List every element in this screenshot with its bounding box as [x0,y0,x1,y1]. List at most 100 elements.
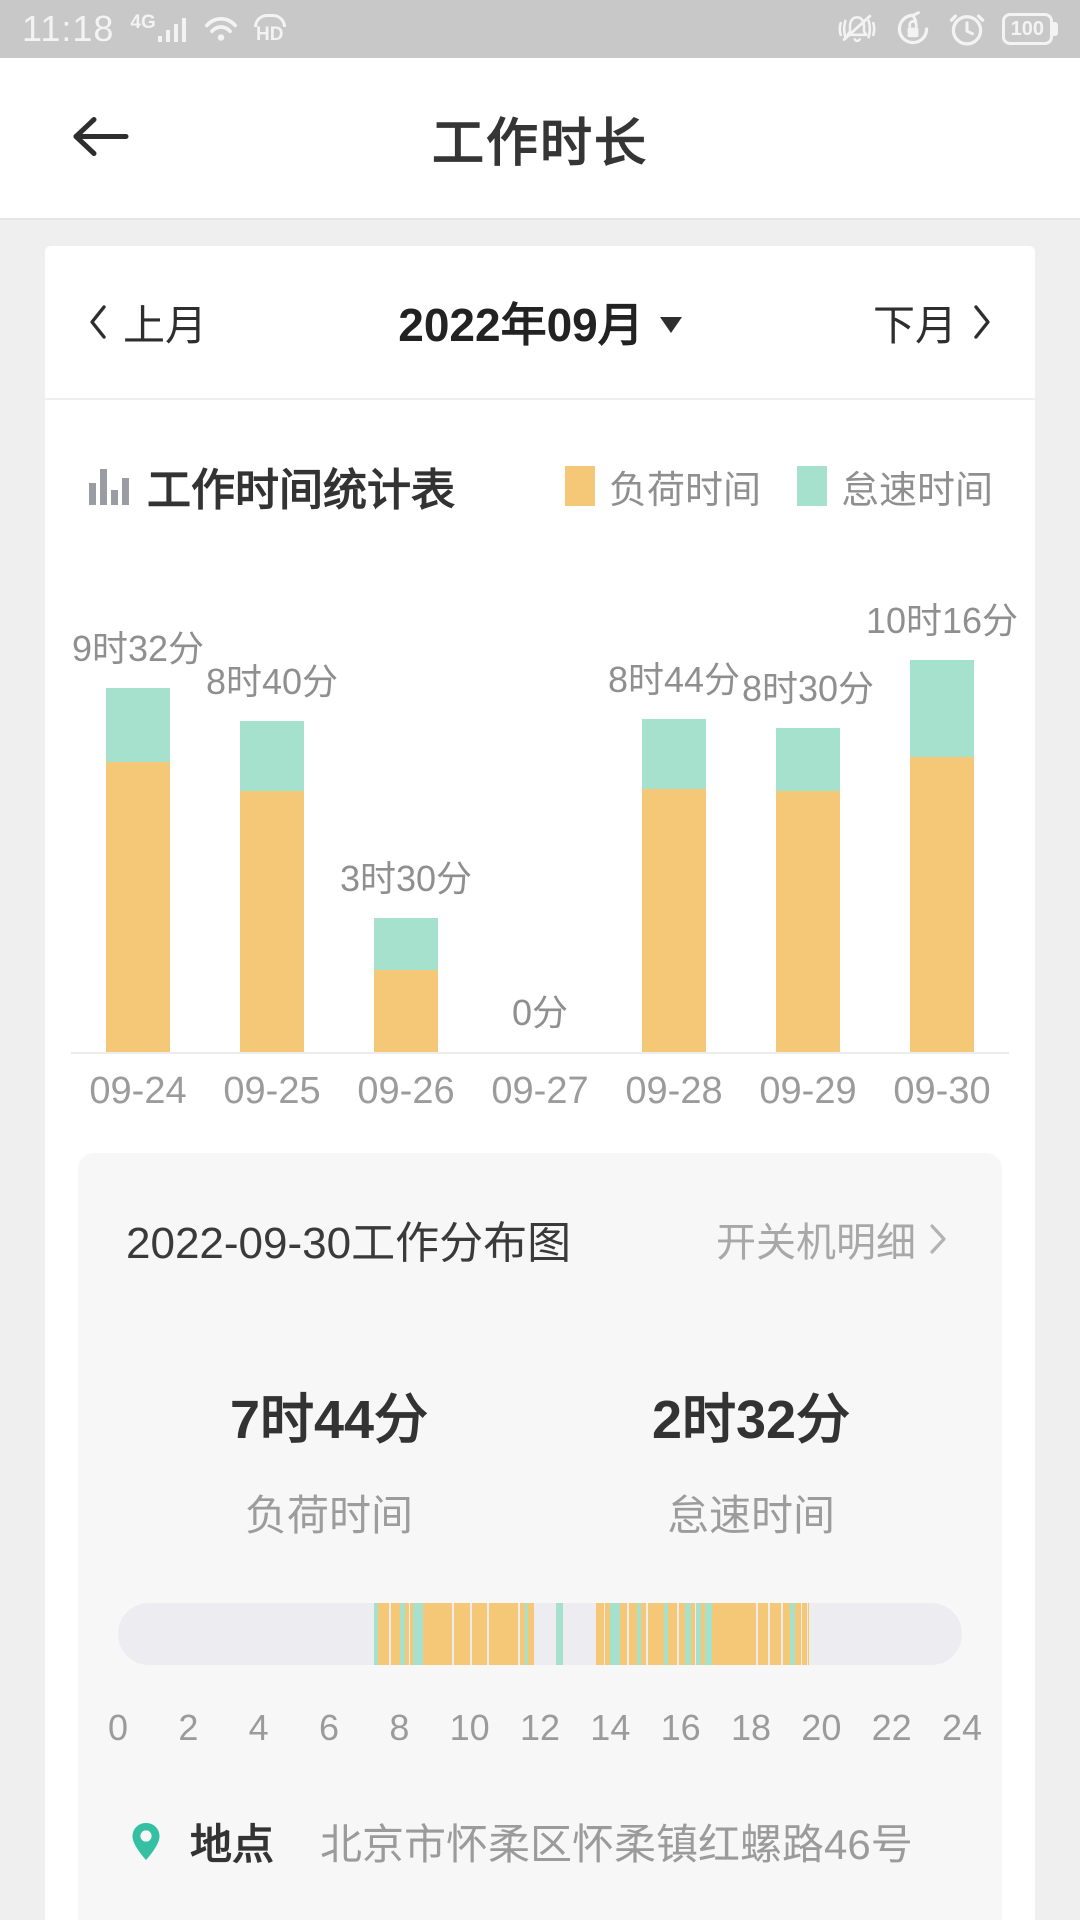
alarm-clock-icon [949,14,984,46]
timeline-tick: 20 [801,1707,842,1748]
rotation-lock-icon [897,11,928,45]
timeline-segment-idle [525,1603,529,1665]
bar-column-09-28[interactable]: 8时44分 [607,542,741,1052]
timeline-segment-idle [637,1603,642,1665]
load-time-value: 7时44分 [229,1390,429,1450]
bar-column-09-30[interactable]: 10时16分 [866,542,1018,1052]
battery-icon: 100 [1001,13,1058,45]
timeline-tick: 12 [519,1707,561,1748]
day-stats: 7时44分 负荷时间 2时32分 怠速时间 [118,1375,962,1543]
timeline-segment-load [453,1603,470,1665]
timeline-tick: 10 [449,1707,490,1748]
timeline-segment-idle [609,1603,621,1665]
prev-month-button[interactable]: 上月 [87,292,207,353]
timeline-axis: 0 2 4 6 8 10 12 14 16 18 20 22 24 [108,1707,982,1753]
distribution-header: 2022-09-30工作分布图 开关机明细 [118,1207,962,1271]
idle-segment [910,660,974,757]
timeline-segment-load [641,1603,647,1665]
timeline-segment-load [679,1603,686,1665]
x-axis-label: 09-29 [759,1070,857,1112]
timeline-segment-load [629,1603,638,1665]
timeline-segment-load [807,1603,810,1665]
x-axis-label: 09-25 [223,1070,321,1112]
signal-bars-icon [157,18,186,42]
current-month-label: 2022年09月 [398,299,644,351]
back-button[interactable] [58,106,140,171]
idle-segment [240,721,304,791]
timeline-segment-load [801,1603,808,1665]
bar-chart-icon [89,469,129,505]
battery-level: 100 [1001,13,1053,45]
x-axis-label: 09-24 [89,1070,187,1112]
stacked-bar [776,728,840,1052]
bar-total-label: 8时44分 [607,659,741,700]
timeline-segment-load [620,1603,628,1665]
timeline-segment-idle [555,1603,563,1665]
timeline-segment-load [422,1603,453,1665]
timeline-segment-load [519,1603,526,1665]
chart-title-group: 工作时间统计表 [87,454,455,518]
content-card: 上月 2022年09月 下月 工作时 [45,246,1035,1920]
volte-hd-icon: HD [253,14,286,44]
load-segment [106,762,170,1052]
timeline-segment-load [647,1603,664,1665]
location-value: 北京市怀柔区怀柔镇红螺路46号 [320,1821,913,1868]
power-detail-label: 开关机明细 [716,1221,916,1265]
bar-total-label: 8时30分 [741,668,875,709]
timeline-tick: 18 [730,1707,772,1748]
idle-time-value: 2时32分 [651,1390,851,1450]
timeline-tick: 16 [660,1707,701,1748]
timeline-segment-idle [704,1603,712,1665]
stacked-bar [910,660,974,1052]
arrow-left-icon [73,117,129,156]
status-bar-right: 100 [836,10,1058,48]
distribution-panel: 2022-09-30工作分布图 开关机明细 7时44分 负荷时间 2时32分 怠… [78,1153,1002,1920]
bar-column-09-24[interactable]: 9时32分 [71,542,205,1052]
load-segment [776,791,840,1052]
legend-swatch-load [564,466,595,506]
bar-total-label: 10时16分 [865,600,1019,641]
idle-segment [642,719,706,789]
load-time-label: 负荷时间 [244,1492,413,1539]
chevron-left-icon [90,305,106,339]
bar-column-09-29[interactable]: 8时30分 [741,542,875,1052]
bar-column-09-27[interactable]: 0分 [473,542,607,1052]
next-month-label: 下月 [872,301,957,349]
timeline-segment-load [528,1603,535,1665]
chart-legend: 负荷时间 怠速时间 [564,459,993,514]
battery-nub [1053,22,1058,36]
prev-month-label: 上月 [123,301,208,349]
status-bar: 11:18 4G HD [0,0,1080,58]
power-detail-link[interactable]: 开关机明细 [710,1209,954,1269]
x-axis-label: 09-30 [893,1070,991,1112]
timeline-segment-load [667,1603,678,1665]
wifi-icon [204,16,237,41]
stacked-bar [374,918,438,1052]
timeline-segment-load [390,1603,401,1665]
chart-title: 工作时间统计表 [147,466,455,515]
location-label: 地点 [190,1821,275,1868]
chevron-right-icon [974,305,990,339]
timeline-tick: 22 [871,1707,912,1748]
timeline-segment-load [404,1603,410,1665]
timeline-segment-load [690,1603,696,1665]
bar-column-09-26[interactable]: 3时30分 [339,542,473,1052]
status-bar-left: 11:18 4G HD [22,8,286,50]
load-segment [910,757,974,1052]
timeline-tick: 8 [389,1707,410,1748]
timeline-segment-idle [696,1603,701,1665]
timeline-segment-idle [790,1603,796,1665]
timeline-segment-idle [685,1603,691,1665]
timeline-segment-load [758,1603,768,1665]
next-month-button[interactable]: 下月 [873,292,993,353]
bar-column-09-25[interactable]: 8时40分 [205,542,339,1052]
month-picker[interactable]: 2022年09月 [392,288,688,356]
idle-segment [374,918,438,970]
cellular-signal-icon: 4G [130,13,187,42]
location-row: 地点 北京市怀柔区怀柔镇红螺路46号 [118,1811,962,1872]
bar-total-label: 0分 [511,992,569,1033]
dropdown-caret-icon [659,317,682,333]
idle-segment [106,688,170,762]
stacked-bar-chart: 9时32分 8时40分 3时30分 0分 8时44分 8时30分 10时16分 09-24 0… [45,542,1035,1113]
idle-time-label: 怠速时间 [666,1492,835,1539]
